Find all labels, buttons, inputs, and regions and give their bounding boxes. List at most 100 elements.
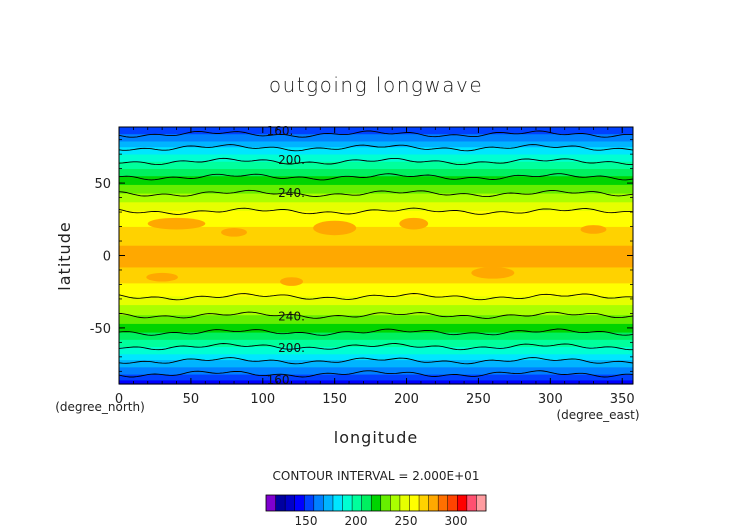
olr-band <box>119 196 633 199</box>
colorbar-swatch <box>275 495 286 511</box>
colorbar-swatch <box>409 495 420 511</box>
olr-band <box>119 310 633 313</box>
x-axis: 0 50 100 150 200 250 300 350 <box>115 127 635 407</box>
olr-band <box>119 155 633 159</box>
olr-band <box>119 349 633 353</box>
olr-band <box>119 176 633 179</box>
olr-band <box>119 289 633 292</box>
contour-line <box>118 328 634 336</box>
olr-band <box>119 242 633 245</box>
olr-band <box>119 377 633 380</box>
olr-band <box>119 167 633 170</box>
olr-band <box>119 170 633 173</box>
olr-band <box>119 318 633 321</box>
x-tick-label: 50 <box>183 392 200 407</box>
olr-band <box>119 381 633 384</box>
colorbar-swatch <box>390 495 401 511</box>
olr-band <box>119 186 633 189</box>
olr-band <box>119 316 633 319</box>
olr-band <box>119 371 633 374</box>
colorbar-swatch <box>380 495 391 511</box>
contour-line <box>118 130 634 138</box>
olr-band <box>119 373 633 376</box>
olr-band <box>119 271 633 274</box>
contour-lines <box>118 130 634 378</box>
olr-band <box>119 267 633 270</box>
colorbar-swatch <box>457 495 468 511</box>
olr-band <box>119 336 633 339</box>
olr-band <box>119 137 633 140</box>
olr-band <box>119 260 633 263</box>
olr-band <box>119 225 633 228</box>
warm-patch <box>221 227 247 237</box>
olr-band <box>119 183 633 186</box>
olr-band <box>119 154 633 157</box>
olr-band <box>119 219 633 222</box>
x-tick-label: 0 <box>115 392 123 407</box>
colorbar-swatch <box>266 495 276 511</box>
olr-band <box>119 222 633 225</box>
olr-band <box>119 221 633 224</box>
x-tick-label: 250 <box>466 392 491 407</box>
olr-band <box>119 306 633 309</box>
colorbar-tick-label: 150 <box>295 514 318 528</box>
olr-band <box>119 338 633 341</box>
olr-band <box>119 238 633 241</box>
olr-band <box>119 216 633 219</box>
olr-band <box>119 131 633 134</box>
olr-band <box>119 342 633 345</box>
contour-label: 160. <box>267 373 294 387</box>
olr-band <box>119 357 633 360</box>
olr-band <box>119 352 633 355</box>
olr-band <box>119 248 633 251</box>
olr-band <box>119 161 633 164</box>
olr-band <box>119 168 633 172</box>
chart-title: outgoing longwave <box>269 73 483 97</box>
colorbar-swatch <box>285 495 295 511</box>
x-tick-label: 100 <box>250 392 275 407</box>
colorbar-tick-label: 200 <box>345 514 368 528</box>
colorbar-swatch <box>447 495 458 511</box>
olr-band <box>119 237 633 240</box>
x-unit-label: (degree_east) <box>556 408 639 422</box>
olr-band <box>119 376 633 379</box>
olr-band <box>119 210 633 214</box>
olr-band <box>119 326 633 329</box>
olr-band <box>119 173 633 176</box>
olr-band <box>119 197 633 200</box>
olr-band <box>119 270 633 273</box>
olr-band <box>119 264 633 267</box>
olr-band <box>119 255 633 258</box>
olr-band <box>119 138 633 141</box>
x-tick-label: 200 <box>394 392 419 407</box>
warm-patch <box>399 217 429 230</box>
olr-band <box>119 200 633 203</box>
olr-band <box>119 360 633 363</box>
olr-band <box>119 203 633 206</box>
olr-band <box>119 297 633 300</box>
olr-band <box>119 328 633 331</box>
olr-band <box>119 332 633 335</box>
contour-label: 200. <box>278 153 305 167</box>
olr-band <box>119 254 633 257</box>
olr-band <box>119 234 633 237</box>
olr-band <box>119 128 633 131</box>
olr-band <box>119 354 633 357</box>
olr-band <box>119 189 633 192</box>
olr-band <box>119 273 633 276</box>
olr-band <box>119 218 633 221</box>
colorbar-swatch <box>294 495 305 511</box>
olr-band <box>119 293 633 296</box>
olr-band <box>119 284 633 287</box>
olr-band <box>119 235 633 238</box>
contour-label: 160. <box>267 124 294 138</box>
olr-band <box>119 250 633 253</box>
colorbar-swatch <box>476 495 487 511</box>
olr-band <box>119 265 633 269</box>
olr-band <box>119 228 633 231</box>
contour-line <box>118 370 634 378</box>
contour-label: 240. <box>278 186 305 200</box>
contour-line <box>118 207 634 215</box>
contour-label: 200. <box>278 341 305 355</box>
colorbar-swatch <box>361 495 372 511</box>
